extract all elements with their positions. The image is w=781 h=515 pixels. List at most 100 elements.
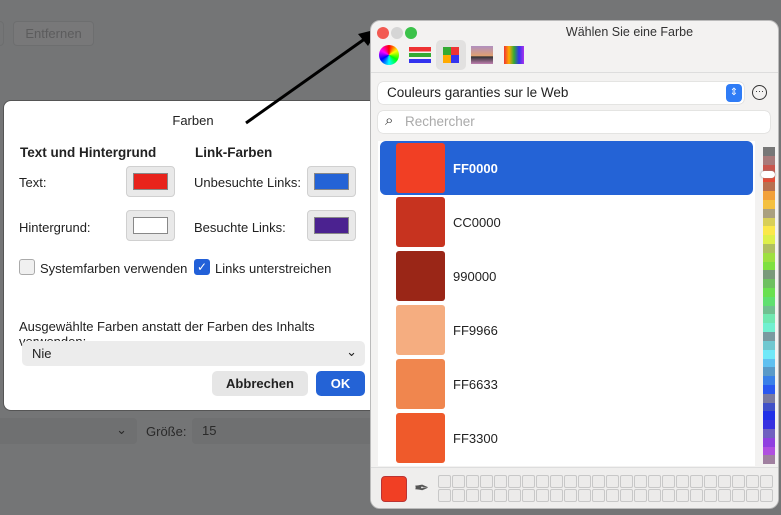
empty-swatch[interactable] <box>578 489 591 502</box>
empty-swatch[interactable] <box>466 475 479 488</box>
strip-color[interactable] <box>763 358 775 368</box>
empty-swatch[interactable] <box>494 475 507 488</box>
strip-color[interactable] <box>763 252 775 262</box>
strip-color[interactable] <box>763 235 775 244</box>
empty-swatch[interactable] <box>690 475 703 488</box>
size-input[interactable]: 15 <box>192 418 382 444</box>
empty-swatch[interactable] <box>718 489 731 502</box>
empty-swatch[interactable] <box>508 489 521 502</box>
strip-color[interactable] <box>763 314 775 324</box>
empty-swatch[interactable] <box>704 489 717 502</box>
close-button[interactable] <box>377 27 389 39</box>
empty-swatch[interactable] <box>704 475 717 488</box>
strip-color[interactable] <box>763 208 775 218</box>
system-colors-checkbox[interactable] <box>19 259 35 275</box>
color-row[interactable]: FF3300 <box>380 411 753 465</box>
empty-swatch[interactable] <box>536 475 549 488</box>
empty-swatch[interactable] <box>718 475 731 488</box>
strip-color[interactable] <box>763 323 775 333</box>
strip-color[interactable] <box>763 182 775 192</box>
empty-swatch[interactable] <box>550 475 563 488</box>
bg-color-well[interactable] <box>126 210 175 241</box>
search-input[interactable]: ⌕ Rechercher <box>378 111 770 133</box>
strip-color[interactable] <box>763 305 775 315</box>
color-row[interactable]: FF6633 <box>380 357 753 411</box>
empty-swatch[interactable] <box>648 475 661 488</box>
strip-color[interactable] <box>763 296 775 306</box>
empty-swatch[interactable] <box>452 489 465 502</box>
strip-color[interactable] <box>763 420 775 429</box>
strip-color[interactable] <box>763 226 775 236</box>
empty-swatch[interactable] <box>662 475 675 488</box>
strip-color[interactable] <box>763 243 775 253</box>
override-select[interactable]: Nie ⌄ <box>22 341 365 366</box>
remove-button[interactable]: Entfernen <box>13 21 94 46</box>
text-color-well[interactable] <box>126 166 175 197</box>
strip-color[interactable] <box>763 288 775 297</box>
minimize-button[interactable] <box>391 27 403 39</box>
strip-color[interactable] <box>763 437 775 447</box>
strip-color[interactable] <box>763 340 775 350</box>
empty-swatch[interactable] <box>662 489 675 502</box>
cancel-button[interactable]: Abbrechen <box>212 371 308 396</box>
font-select[interactable]: ⌄ <box>0 418 137 444</box>
more-options-icon[interactable]: ··· <box>752 85 767 100</box>
empty-swatch[interactable] <box>606 489 619 502</box>
strip-color[interactable] <box>763 155 775 165</box>
pencils-icon[interactable] <box>499 40 529 70</box>
strip-color[interactable] <box>763 393 775 403</box>
current-color-well[interactable] <box>381 476 407 502</box>
strip-color[interactable] <box>763 164 775 174</box>
strip-color[interactable] <box>763 147 775 156</box>
color-row[interactable]: 990000 <box>380 249 753 303</box>
color-wheel-icon[interactable] <box>374 40 404 70</box>
color-row[interactable]: CC0000 <box>380 195 753 249</box>
empty-swatch[interactable] <box>690 489 703 502</box>
strip-color[interactable] <box>763 429 775 438</box>
strip-color[interactable] <box>763 384 775 394</box>
empty-swatch[interactable] <box>746 489 759 502</box>
visited-color-well[interactable] <box>307 210 356 241</box>
eyedropper-icon[interactable]: ✒ <box>414 478 430 498</box>
empty-swatch[interactable] <box>550 489 563 502</box>
strip-color[interactable] <box>763 446 775 456</box>
strip-color[interactable] <box>763 270 775 280</box>
sliders-icon[interactable] <box>405 40 435 70</box>
empty-swatch[interactable] <box>522 475 535 488</box>
empty-swatch[interactable] <box>648 489 661 502</box>
strip-color[interactable] <box>763 367 775 377</box>
empty-swatch[interactable] <box>592 475 605 488</box>
empty-swatch[interactable] <box>536 489 549 502</box>
empty-swatch[interactable] <box>438 475 451 488</box>
underline-checkbox[interactable]: ✓ <box>194 259 210 275</box>
empty-swatch[interactable] <box>620 489 633 502</box>
empty-swatch[interactable] <box>732 475 745 488</box>
strip-color[interactable] <box>763 279 775 288</box>
color-row[interactable]: FF9966 <box>380 303 753 357</box>
empty-swatch[interactable] <box>494 489 507 502</box>
empty-swatch[interactable] <box>760 489 773 502</box>
empty-swatch[interactable] <box>438 489 451 502</box>
palette-select[interactable]: Couleurs garanties sur le Web ⇕ <box>378 82 744 104</box>
scroll-knob[interactable] <box>761 171 775 178</box>
empty-swatch[interactable] <box>676 475 689 488</box>
empty-swatch[interactable] <box>746 475 759 488</box>
palettes-icon[interactable] <box>436 40 466 70</box>
empty-swatch[interactable] <box>760 475 773 488</box>
empty-swatch[interactable] <box>634 489 647 502</box>
empty-swatch[interactable] <box>620 475 633 488</box>
strip-color[interactable] <box>763 376 775 385</box>
empty-swatch[interactable] <box>522 489 535 502</box>
empty-swatch[interactable] <box>466 489 479 502</box>
empty-swatch[interactable] <box>732 489 745 502</box>
strip-color[interactable] <box>763 455 775 465</box>
empty-swatch[interactable] <box>592 489 605 502</box>
image-palettes-icon[interactable] <box>467 40 497 70</box>
strip-color[interactable] <box>763 261 775 271</box>
color-strip[interactable] <box>763 147 775 465</box>
empty-swatch[interactable] <box>634 475 647 488</box>
strip-color[interactable] <box>763 217 775 227</box>
strip-color[interactable] <box>763 191 775 200</box>
empty-swatch[interactable] <box>578 475 591 488</box>
empty-swatch[interactable] <box>452 475 465 488</box>
